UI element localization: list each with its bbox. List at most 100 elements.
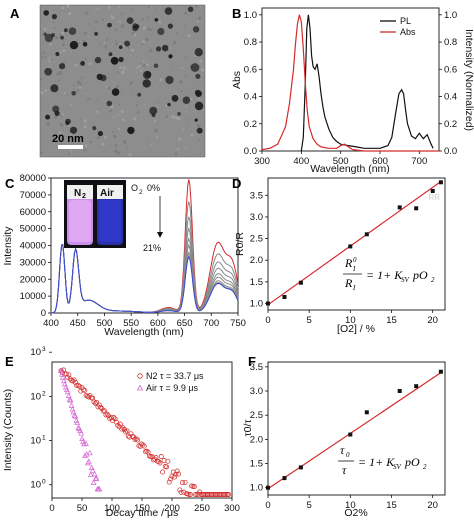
tem-grain-dot xyxy=(196,82,198,84)
eq-f-tail-sub: 2 xyxy=(423,463,427,471)
inset-label-air: Air xyxy=(100,188,114,199)
data-point-air xyxy=(91,470,98,477)
tem-grain-dot xyxy=(126,146,128,149)
data-point-n2 xyxy=(168,476,174,482)
nanoparticle xyxy=(69,126,78,134)
tem-grain-dot xyxy=(141,26,143,28)
data-point-d xyxy=(397,205,402,210)
eq-f-rhs: = 1+ K xyxy=(358,455,395,469)
eq-d-den: R xyxy=(344,276,353,290)
data-point-n2 xyxy=(123,429,129,435)
data-point-air xyxy=(64,388,71,395)
tem-grain-dot xyxy=(49,43,52,46)
vial-air-glow xyxy=(99,200,121,242)
tem-grain-dot xyxy=(175,116,179,120)
tem-grain-dot xyxy=(88,36,90,38)
y-tick-label-f: 1.0 xyxy=(250,483,263,494)
y-tick-label-f: 3.0 xyxy=(250,386,263,397)
data-point-n2 xyxy=(77,383,82,389)
tem-grain-dot xyxy=(50,58,53,61)
tem-grain-dot xyxy=(105,48,107,50)
tem-grain-dot xyxy=(137,64,141,68)
nanoparticle xyxy=(51,14,58,20)
tem-grain-dot xyxy=(178,10,181,12)
nanoparticle xyxy=(107,22,112,28)
tem-grain-dot xyxy=(57,79,60,82)
x-tick-label-f: 20 xyxy=(427,500,438,511)
data-point-n2 xyxy=(82,387,88,393)
nanoparticle xyxy=(65,121,70,126)
nanoparticle xyxy=(68,27,77,35)
x-tick-label-b: 300 xyxy=(254,156,270,167)
tem-grain-dot xyxy=(104,135,108,139)
tem-grain-dot xyxy=(78,86,82,89)
nanoparticle xyxy=(167,23,173,29)
tem-grain-dot xyxy=(125,38,127,41)
y-tick-label-c: 70000 xyxy=(20,190,46,201)
tem-grain-dot xyxy=(105,85,108,88)
data-point-n2 xyxy=(179,480,185,486)
data-point-n2 xyxy=(172,474,177,480)
lines-b xyxy=(261,14,439,152)
vial-inset: N 2 Air xyxy=(64,180,126,248)
data-point-n2 xyxy=(140,442,146,448)
nanoparticle xyxy=(44,67,53,76)
data-point-n2 xyxy=(113,419,119,425)
tem-grain-dot xyxy=(178,117,181,120)
y-tick-label-f: 2.0 xyxy=(250,434,263,445)
tem-grain-dot xyxy=(158,20,162,24)
tem-grain-dot xyxy=(147,16,150,19)
data-point-n2 xyxy=(191,484,197,490)
legend-marker-n2 xyxy=(137,373,143,379)
tem-grain-dot xyxy=(85,93,87,95)
tem-grain-dot xyxy=(171,115,175,119)
tem-grain-dot xyxy=(136,66,139,69)
nanoparticle xyxy=(187,6,194,13)
tem-grain-dot xyxy=(70,51,72,53)
y-tick-label-c: 10000 xyxy=(20,291,46,302)
y-tick-label-e: 10 xyxy=(30,436,41,447)
data-point-air xyxy=(78,430,85,436)
data-point-air xyxy=(82,452,88,458)
nanoparticle xyxy=(182,96,191,104)
nanoparticle xyxy=(82,42,88,47)
tem-grain-dot xyxy=(122,139,127,144)
tem-grain-dot xyxy=(147,136,150,139)
tem-grain-dot xyxy=(120,24,125,28)
data-point-n2 xyxy=(87,393,93,398)
tem-grain-dot xyxy=(55,36,59,40)
tem-grain-dot xyxy=(133,117,137,121)
nanoparticle xyxy=(177,112,181,116)
nanoparticle xyxy=(69,40,79,50)
tem-grain-dot xyxy=(58,131,63,135)
nanoparticle xyxy=(80,61,85,66)
tem-grain-dot xyxy=(59,123,64,127)
nanoparticle xyxy=(110,56,119,65)
data-point-d xyxy=(266,301,270,306)
tem-grain-dot xyxy=(155,85,157,88)
y-axis-label-b: Abs xyxy=(231,71,243,89)
tem-grain-dot xyxy=(101,142,105,146)
tem-grain-dot xyxy=(117,151,121,155)
tem-grain-dot xyxy=(194,5,197,8)
nanoparticle xyxy=(194,118,198,122)
tem-grain-dot xyxy=(144,103,146,105)
lines-c xyxy=(51,179,239,314)
nanoparticle xyxy=(142,79,151,88)
tem-particles xyxy=(43,6,204,137)
panel-a: A 20 nm xyxy=(10,4,206,158)
marks-f xyxy=(266,369,443,490)
tem-grain-dot xyxy=(46,122,50,126)
x-tick-label-c: 650 xyxy=(177,318,193,329)
nanoparticle xyxy=(43,10,49,16)
nanoparticle xyxy=(167,102,171,107)
data-point-n2 xyxy=(65,374,71,380)
data-point-n2 xyxy=(197,489,203,495)
axes-d: 0 5 10 15 201.01.52.02.53.03.5 xyxy=(250,190,438,326)
nanoparticle xyxy=(60,35,64,40)
tem-grain-dot xyxy=(62,49,66,52)
x-axis-label-c: Wavelength (nm) xyxy=(104,326,184,338)
y-tick-label-e: 10 xyxy=(30,347,41,358)
